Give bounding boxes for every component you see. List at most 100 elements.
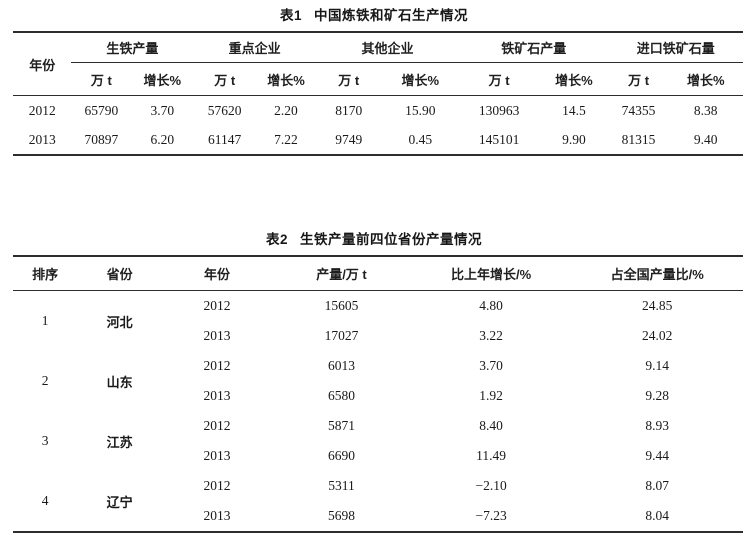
t1-value-cell: 70897 [84, 131, 119, 147]
table2-row: 1 河北 2012 15605 4.80 24.85 [13, 291, 743, 330]
table1-group-iron-ore: 铁矿石产量 [458, 32, 609, 63]
table1-subheader-growth: 增长% [381, 62, 459, 96]
table1-row-2012: 2012 65790 3.70 57620 2.20 8170 15.90 13… [13, 96, 743, 126]
t2-province-cell: 江苏 [106, 434, 133, 450]
table1-title: 表1 中国炼铁和矿石生产情况 [9, 6, 739, 26]
table2: 排序 省份 年份 产量/万 t 比上年增长/% 占全国产量比/% 1 河北 20… [13, 255, 743, 533]
table2-title: 表2 生铁产量前四位省份产量情况 [9, 230, 739, 250]
t2-share-cell: 9.44 [645, 448, 670, 463]
table1-row-2013: 2013 70897 6.20 61147 7.22 9749 0.45 145… [13, 125, 743, 155]
t1-value-cell: 0.45 [408, 131, 433, 147]
t2-rank-cell: 1 [41, 313, 49, 328]
table2-row: 3 江苏 2012 5871 8.40 8.93 [13, 411, 743, 450]
table1-year-header: 年份 [13, 32, 72, 96]
t2-year-cell: 2012 [203, 478, 231, 493]
t2-output-cell: 6690 [327, 448, 355, 463]
table2-header-province: 省份 [77, 256, 162, 291]
table2-title-text: 生铁产量前四位省份产量情况 [300, 232, 482, 247]
t2-rank-cell: 3 [41, 433, 49, 448]
t2-year-cell: 2013 [203, 508, 231, 523]
table2-header-row: 排序 省份 年份 产量/万 t 比上年增长/% 占全国产量比/% [13, 256, 743, 291]
t2-year-cell: 2012 [203, 298, 231, 313]
t2-growth-cell: 4.80 [479, 298, 503, 313]
table2-header-rank: 排序 [13, 256, 78, 291]
table1-group-other-enterprises: 其他企业 [315, 32, 459, 63]
table1-subheader-row: 万 t 增长% 万 t 增长% 万 t 增长% 万 t 增长% 万 t 增长% [13, 62, 743, 96]
t2-growth-cell: 11.49 [476, 448, 507, 463]
table2-header-share: 占全国产量比/% [571, 256, 743, 291]
table1-subheader-growth: 增长% [668, 62, 743, 96]
t2-share-cell: 8.07 [645, 478, 670, 493]
t2-year-cell: 2012 [203, 358, 231, 373]
t2-year-cell: 2013 [203, 328, 231, 343]
table1-subheader-amount: 万 t [458, 62, 540, 96]
t1-value-cell: 8170 [335, 102, 363, 118]
t2-output-cell: 5698 [327, 508, 355, 523]
table1-group-imported-ore: 进口铁矿石量 [608, 32, 743, 63]
table1-group-pigiron: 生铁产量 [71, 32, 194, 63]
t1-value-cell: 9.40 [693, 131, 718, 147]
t1-year-cell: 2013 [28, 131, 56, 147]
table1-subheader-amount: 万 t [71, 62, 132, 96]
table1: 年份 生铁产量 重点企业 其他企业 铁矿石产量 进口铁矿石量 万 t 增长% 万… [13, 31, 743, 156]
t2-output-cell: 15605 [324, 298, 359, 313]
t1-value-cell: 2.20 [274, 102, 298, 118]
t2-year-cell: 2013 [203, 388, 231, 403]
table1-title-label: 表1 [279, 8, 302, 23]
table2-header-output: 产量/万 t [272, 256, 411, 291]
table1-subheader-amount: 万 t [608, 62, 669, 96]
t1-value-cell: 61147 [208, 131, 242, 147]
t2-share-cell: 8.04 [645, 508, 670, 523]
t1-value-cell: 9.90 [562, 131, 586, 147]
t2-province-cell: 河北 [106, 314, 133, 330]
t2-share-cell: 8.93 [645, 418, 670, 433]
t2-output-cell: 6580 [327, 388, 355, 403]
t2-year-cell: 2013 [203, 448, 231, 463]
t2-year-cell: 2012 [203, 418, 231, 433]
t2-output-cell: 6013 [327, 358, 355, 373]
t2-growth-cell: −7.23 [475, 508, 507, 523]
table1-subheader-amount: 万 t [193, 62, 257, 96]
table2-row: 2013 5698 −7.23 8.04 [13, 501, 743, 532]
t2-growth-cell: 3.70 [479, 358, 503, 373]
t1-value-cell: 145101 [478, 131, 520, 147]
t1-value-cell: 7.22 [274, 131, 298, 147]
t2-share-cell: 9.28 [645, 388, 670, 403]
t2-growth-cell: 3.22 [479, 328, 503, 343]
t2-output-cell: 5871 [327, 418, 355, 433]
t2-growth-cell: −2.10 [475, 478, 507, 493]
t2-growth-cell: 8.40 [479, 418, 503, 433]
t1-value-cell: 15.90 [405, 102, 436, 118]
t1-value-cell: 81315 [621, 131, 656, 147]
table2-row: 2013 6580 1.92 9.28 [13, 381, 743, 411]
table1-subheader-growth: 增长% [256, 62, 316, 96]
t1-value-cell: 9749 [335, 131, 363, 147]
t1-value-cell: 14.5 [562, 102, 586, 118]
t1-value-cell: 8.38 [693, 102, 718, 118]
t2-province-cell: 山东 [106, 374, 133, 390]
t1-value-cell: 57620 [207, 102, 242, 118]
t1-value-cell: 3.70 [150, 102, 175, 118]
table1-subheader-growth: 增长% [131, 62, 194, 96]
t2-output-cell: 5311 [328, 478, 355, 493]
t1-value-cell: 130963 [478, 102, 520, 118]
table1-title-text: 中国炼铁和矿石生产情况 [314, 8, 468, 23]
t2-rank-cell: 2 [41, 373, 49, 388]
t1-value-cell: 65790 [84, 102, 119, 118]
t2-growth-cell: 1.92 [479, 388, 503, 403]
t2-share-cell: 24.02 [642, 328, 673, 343]
t2-rank-cell: 4 [41, 493, 49, 508]
table2-wrap: 排序 省份 年份 产量/万 t 比上年增长/% 占全国产量比/% 1 河北 20… [13, 255, 743, 533]
table2-row: 2 山东 2012 6013 3.70 9.14 [13, 351, 743, 390]
t2-province-cell: 辽宁 [106, 494, 133, 510]
table1-section: 表1 中国炼铁和矿石生产情况 年份 生铁产量 重点企业 其他企业 铁矿石产量 [0, 6, 748, 156]
t2-output-cell: 17027 [324, 328, 359, 343]
table2-row: 2013 17027 3.22 24.02 [13, 321, 743, 351]
table2-row: 2013 6690 11.49 9.44 [13, 441, 743, 471]
table2-header-year: 年份 [161, 256, 273, 291]
t1-value-cell: 74355 [621, 102, 656, 118]
t1-year-cell: 2012 [28, 102, 56, 118]
table2-title-label: 表2 [265, 232, 288, 247]
table2-header-growth: 比上年增长/% [410, 256, 572, 291]
